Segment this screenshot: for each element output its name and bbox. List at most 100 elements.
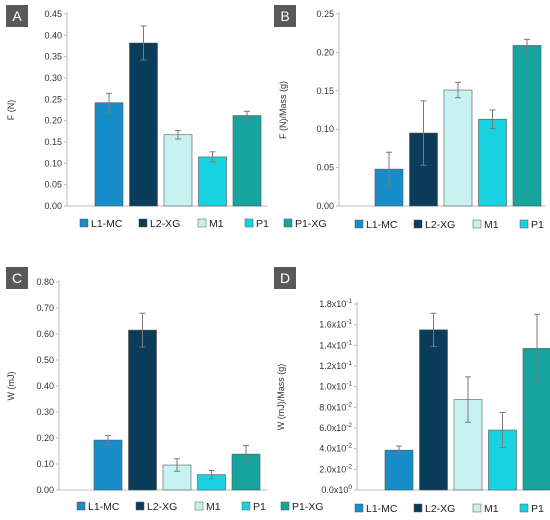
legend-swatch-l2-xg <box>413 503 423 513</box>
panel-c: C 0.00 0.10 0.20 0.30 0.40 0.50 0.60 0.70 0.80 W (… <box>6 267 324 513</box>
y-axis-title: F (N) <box>6 100 16 121</box>
y-tick-label: 0.15 <box>316 86 334 96</box>
legend-swatch-m1 <box>472 503 482 513</box>
legend-label-l1-mc: L1-MC <box>366 503 398 515</box>
legend-swatch-m1 <box>194 501 204 511</box>
bar-p1 <box>478 118 507 207</box>
panel-label-box <box>6 267 28 289</box>
legend-swatch-p1-xg <box>283 218 293 228</box>
y-tick-label: 0.15 <box>44 137 62 147</box>
legend-swatch-m1 <box>197 218 207 228</box>
legend-label-l1-mc: L1-MC <box>88 501 120 513</box>
panel-label: A <box>12 8 22 24</box>
y-tick-label: 0.00 <box>44 201 62 211</box>
bar-l2-xg <box>128 329 157 491</box>
bar-p1 <box>198 156 227 207</box>
y-axis-title: W (mJ)/Mass (g) <box>276 364 286 431</box>
panel-label-box <box>6 5 28 27</box>
y-tick-label: 0.25 <box>44 94 62 104</box>
y-tick-label: 0.00 <box>36 485 54 495</box>
y-tick-label: 0.60 <box>36 329 54 339</box>
bar-l2-xg <box>129 42 158 207</box>
bar-l1-mc <box>93 439 123 491</box>
legend-label-p1: P1 <box>531 503 544 515</box>
y-tick-label: 0.00 <box>316 201 334 211</box>
panel-d: D 0.0x100 2.0x10-2 4.0x10-2 6.0x10-2 8.0x10-2… <box>274 267 550 515</box>
y-tick-label: 0.20 <box>44 116 62 126</box>
y-tick-label: 1.4x10-1 <box>319 339 352 350</box>
y-tick-label: 6.0x10-2 <box>319 422 352 433</box>
bar-p1-xg <box>232 115 262 207</box>
bar-l1-mc <box>94 102 124 207</box>
legend-swatch-p1 <box>244 218 254 228</box>
y-tick-label: 1.6x10-1 <box>319 319 352 330</box>
legend-label-m1: M1 <box>484 219 499 231</box>
y-tick-label: 0.10 <box>36 459 54 469</box>
legend-label-l1-mc: L1-MC <box>91 218 123 230</box>
y-tick-label: 1.8x10-1 <box>319 298 352 309</box>
legend-label-p1-xg: P1-XG <box>295 218 327 230</box>
legend-label-p1: P1 <box>253 501 266 513</box>
y-tick-label: 4.0x10-2 <box>319 443 352 454</box>
y-tick-label: 0.05 <box>316 163 334 173</box>
panel-a: A 0.00 0.05 0.10 0.15 0.20 0.25 0.30 0.35 0.40 0.4… <box>6 5 327 230</box>
y-tick-label: 1.2x10-1 <box>319 360 352 371</box>
legend-swatch-l1-mc <box>76 501 86 511</box>
y-tick-label: 0.25 <box>316 9 334 19</box>
legend-swatch-p1 <box>519 503 529 513</box>
y-tick-label: 0.10 <box>316 124 334 134</box>
panel-label: D <box>280 270 290 286</box>
y-tick-label: 0.30 <box>36 407 54 417</box>
legend-swatch-l1-mc <box>79 218 89 228</box>
panel-label: C <box>12 270 22 286</box>
legend-swatch-l1-mc <box>354 219 364 229</box>
legend-label-p1: P1 <box>256 218 269 230</box>
y-tick-label: 8.0x10-2 <box>319 401 352 412</box>
bar-m1 <box>163 134 193 207</box>
legend-label-l2-xg: L2-XG <box>425 503 455 515</box>
y-tick-label: 0.40 <box>44 30 62 40</box>
legend-swatch-m1 <box>472 219 482 229</box>
legend-label-l2-xg: L2-XG <box>150 218 180 230</box>
y-tick-label: 0.05 <box>44 180 62 190</box>
panel-label-box <box>274 5 296 27</box>
y-tick-label: 0.45 <box>44 9 62 19</box>
legend-swatch-p1-xg <box>280 501 290 511</box>
y-tick-label: 0.50 <box>36 355 54 365</box>
bar-p1-xg <box>512 45 542 207</box>
y-tick-label: 0.70 <box>36 303 54 313</box>
legend-label-l1-mc: L1-MC <box>366 219 398 231</box>
legend-swatch-p1 <box>519 219 529 229</box>
y-axis-title: F (N)/Mass (g) <box>278 81 288 139</box>
legend-swatch-l2-xg <box>413 219 423 229</box>
y-tick-label: 0.40 <box>36 381 54 391</box>
legend-swatch-p1 <box>241 501 251 511</box>
y-tick-label: 1.0x10-1 <box>319 381 352 392</box>
y-tick-label: 0.30 <box>44 73 62 83</box>
panel-label: B <box>280 8 289 24</box>
bar-l2-xg <box>419 329 448 491</box>
y-tick-label: 0.20 <box>36 433 54 443</box>
y-tick-label: 0.35 <box>44 52 62 62</box>
legend-label-p1-xg: P1-XG <box>292 501 324 513</box>
bar-l1-mc <box>384 449 414 491</box>
panel-label-box <box>274 267 296 289</box>
legend-label-l2-xg: L2-XG <box>147 501 177 513</box>
panel-b: B 0.00 0.05 0.10 0.15 0.20 0.25 F (N)/Mass (g) L… <box>274 5 546 231</box>
bar-m1 <box>443 89 473 207</box>
legend-label-p1: P1 <box>531 219 544 231</box>
y-tick-label: 0.0x100 <box>321 484 352 495</box>
legend-swatch-l1-mc <box>354 503 364 513</box>
legend-swatch-l2-xg <box>135 501 145 511</box>
legend-swatch-l2-xg <box>138 218 148 228</box>
y-tick-label: 2.0x10-2 <box>319 463 352 474</box>
y-tick-label: 0.10 <box>44 158 62 168</box>
y-tick-label: 0.20 <box>316 47 334 57</box>
legend-label-m1: M1 <box>209 218 224 230</box>
y-axis-title: W (mJ) <box>6 372 16 401</box>
y-tick-label: 0.80 <box>36 277 54 287</box>
legend-label-m1: M1 <box>484 503 499 515</box>
legend-label-l2-xg: L2-XG <box>425 219 455 231</box>
legend-label-m1: M1 <box>206 501 221 513</box>
